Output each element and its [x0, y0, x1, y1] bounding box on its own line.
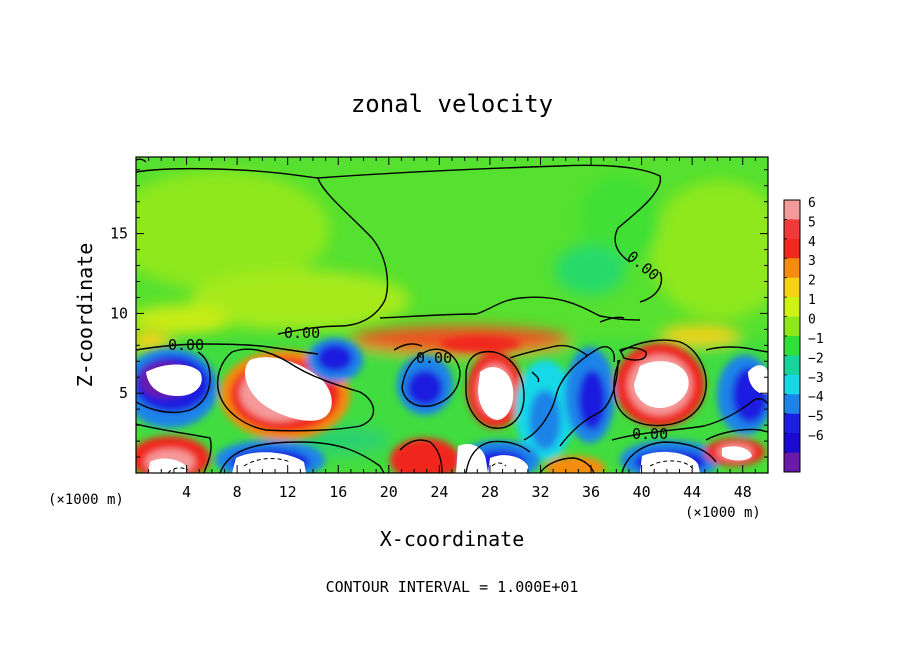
colorbar-label: −6 [808, 429, 824, 444]
colorbar-label: 4 [808, 235, 816, 250]
colorbar-swatch [784, 394, 800, 415]
z-unit-label: (×1000 m) [685, 505, 761, 521]
colorbar-label: −1 [808, 332, 824, 347]
colorbar-swatch [784, 238, 800, 259]
colorbar-swatch [784, 316, 800, 337]
contour-label: 0.00 [284, 324, 320, 342]
colorbar-label: 6 [808, 196, 816, 211]
colorbar-swatch [784, 200, 800, 220]
x-axis-label: X-coordinate [380, 527, 525, 551]
contour-lines [136, 158, 768, 473]
x-unit-label: (×1000 m) [48, 492, 124, 508]
contour-label: 0.00 [416, 349, 452, 367]
colorbar-swatch [784, 355, 800, 376]
x-tick-label: 32 [531, 483, 549, 501]
colorbar-swatch [784, 433, 800, 454]
x-tick-label: 16 [329, 483, 347, 501]
contour-interval-note: CONTOUR INTERVAL = 1.000E+01 [326, 578, 579, 596]
colorbar: 6 5 4 3 2 1 0 −1 −2 −3 −4 −5 −6 [783, 196, 824, 473]
colorbar-swatch [784, 336, 800, 356]
x-tick-label: 20 [380, 483, 398, 501]
contour-label: 0.00 [632, 425, 668, 443]
colorbar-swatch [784, 452, 800, 473]
colorbar-label: 1 [808, 293, 816, 308]
colorbar-swatch [784, 413, 800, 434]
upper-field-shading [136, 170, 768, 335]
x-tick-label: 40 [633, 483, 651, 501]
colorbar-label: −3 [808, 371, 824, 386]
y-tick-label: 15 [110, 225, 128, 243]
x-tick-label: 4 [182, 483, 191, 501]
saturated-regions [146, 357, 768, 473]
y-tick-label: 5 [119, 384, 128, 402]
colorbar-label: −4 [808, 390, 824, 405]
colorbar-label: −5 [808, 410, 824, 425]
colorbar-label: −2 [808, 351, 824, 366]
x-tick-label: 8 [233, 483, 242, 501]
contour-label: 0.00 [168, 336, 204, 354]
chart-title: zonal velocity [351, 90, 553, 118]
x-tick-label: 28 [481, 483, 499, 501]
dashed-contours [167, 458, 693, 473]
y-tick-label: 10 [110, 304, 128, 322]
colorbar-swatch [784, 297, 800, 318]
x-tick-label: 48 [734, 483, 752, 501]
colorbar-label: 0 [808, 312, 816, 327]
colorbar-swatch [784, 258, 800, 279]
colorbar-swatch [784, 219, 800, 240]
colorbar-label: 3 [808, 254, 816, 269]
x-tick-label: 36 [582, 483, 600, 501]
colorbar-label: 5 [808, 215, 816, 230]
velocity-field: 0.00 0.00 0.00 0.00 0.00 [136, 157, 768, 473]
colorbar-label: 2 [808, 274, 816, 289]
colorbar-swatch [784, 277, 800, 298]
x-tick-label: 44 [683, 483, 701, 501]
x-tick-label: 12 [279, 483, 297, 501]
colorbar-swatch [784, 374, 800, 395]
x-tick-label: 24 [430, 483, 448, 501]
y-axis-label: Z-coordinate [73, 243, 97, 388]
